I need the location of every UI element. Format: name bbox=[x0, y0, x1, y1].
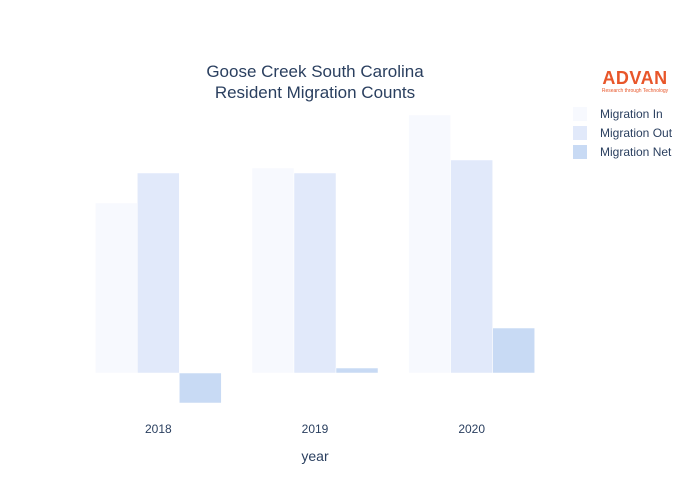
bar-migration-out-2019[interactable] bbox=[293, 172, 337, 374]
x-tick-2018: 2018 bbox=[145, 422, 172, 436]
legend-swatch bbox=[573, 126, 587, 140]
legend-label: Migration In bbox=[600, 107, 663, 121]
x-tick-2020: 2020 bbox=[458, 422, 485, 436]
chart-title-line-2: Resident Migration Counts bbox=[215, 83, 415, 102]
x-tick-labels: 2018 2019 2020 bbox=[145, 422, 485, 436]
bars-group bbox=[95, 114, 535, 404]
bar-migration-in-2020[interactable] bbox=[408, 114, 451, 374]
logo-tagline: Research through Technology bbox=[602, 88, 669, 94]
bar-migration-in-2019[interactable] bbox=[251, 167, 295, 374]
x-tick-2019: 2019 bbox=[302, 422, 329, 436]
legend-item-migration-net[interactable]: Migration Net bbox=[573, 145, 672, 159]
bar-migration-net-2019[interactable] bbox=[335, 367, 379, 374]
chart-title-line-1: Goose Creek South Carolina bbox=[206, 62, 424, 81]
bar-migration-out-2018[interactable] bbox=[137, 172, 180, 374]
advan-logo: ADVAN Research through Technology bbox=[602, 68, 669, 94]
legend-swatch bbox=[573, 145, 587, 159]
legend-swatch bbox=[573, 107, 587, 121]
legend-item-migration-out[interactable]: Migration Out bbox=[573, 126, 673, 140]
legend-label: Migration Net bbox=[600, 145, 672, 159]
legend-item-migration-in[interactable]: Migration In bbox=[573, 107, 663, 121]
legend-label: Migration Out bbox=[600, 126, 673, 140]
x-axis-title: year bbox=[301, 448, 329, 464]
bar-migration-net-2020[interactable] bbox=[492, 327, 535, 374]
logo-wordmark: ADVAN bbox=[602, 68, 667, 88]
bar-migration-net-2018[interactable] bbox=[179, 372, 222, 404]
legend[interactable]: Migration In Migration Out Migration Net bbox=[573, 107, 673, 159]
bar-migration-out-2020[interactable] bbox=[450, 159, 493, 374]
bar-migration-in-2018[interactable] bbox=[95, 202, 138, 374]
